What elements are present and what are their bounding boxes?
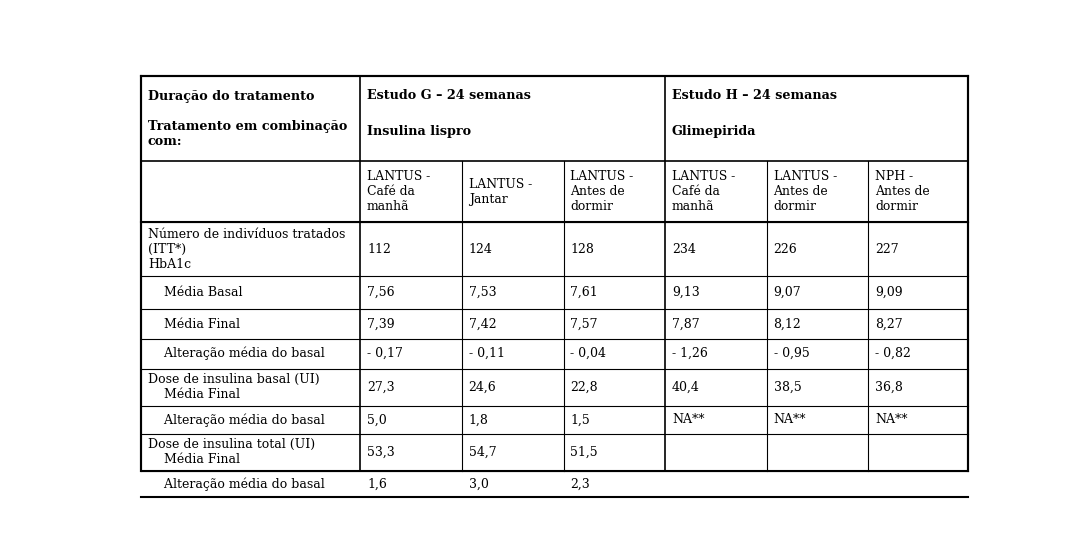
Text: LANTUS -
Jantar: LANTUS - Jantar	[468, 178, 532, 206]
Text: - 0,11: - 0,11	[468, 347, 505, 360]
Text: Insulina lispro: Insulina lispro	[367, 125, 471, 138]
Text: 7,57: 7,57	[570, 318, 598, 331]
Text: NA**: NA**	[876, 413, 908, 426]
Text: 9,09: 9,09	[876, 286, 903, 299]
Text: - 0,04: - 0,04	[570, 347, 606, 360]
Text: Dose de insulina basal (UI)
    Média Final: Dose de insulina basal (UI) Média Final	[148, 373, 320, 401]
Text: 1,5: 1,5	[570, 413, 590, 426]
Text: - 0,17: - 0,17	[367, 347, 403, 360]
Text: 2,3: 2,3	[570, 477, 590, 490]
Text: 24,6: 24,6	[468, 381, 496, 394]
Text: 7,53: 7,53	[468, 286, 496, 299]
Text: Estudo G – 24 semanas: Estudo G – 24 semanas	[367, 89, 531, 101]
Text: 9,07: 9,07	[773, 286, 801, 299]
Text: 38,5: 38,5	[773, 381, 801, 394]
Text: 234: 234	[672, 242, 696, 256]
Text: 54,7: 54,7	[468, 446, 496, 459]
Text: Alteração média do basal: Alteração média do basal	[148, 413, 325, 427]
Text: Glimepirida: Glimepirida	[672, 125, 756, 138]
Text: 36,8: 36,8	[876, 381, 903, 394]
Text: Número de indivíduos tratados
(ITT*)
HbA1c: Número de indivíduos tratados (ITT*) HbA…	[148, 227, 346, 271]
Text: 53,3: 53,3	[367, 446, 394, 459]
Text: 7,56: 7,56	[367, 286, 394, 299]
Text: 7,39: 7,39	[367, 318, 394, 331]
Text: 124: 124	[468, 242, 492, 256]
Text: 7,42: 7,42	[468, 318, 496, 331]
Text: 226: 226	[773, 242, 797, 256]
Text: LANTUS -
Antes de
dormir: LANTUS - Antes de dormir	[570, 170, 633, 214]
Text: 8,12: 8,12	[773, 318, 801, 331]
Text: Alteração média do basal: Alteração média do basal	[148, 477, 325, 491]
Text: Duração do tratamento

Tratamento em combinação
com:: Duração do tratamento Tratamento em comb…	[148, 90, 348, 148]
Text: Dose de insulina total (UI)
    Média Final: Dose de insulina total (UI) Média Final	[148, 438, 316, 466]
Text: 8,27: 8,27	[876, 318, 903, 331]
Text: 1,8: 1,8	[468, 413, 489, 426]
Text: Alteração média do basal: Alteração média do basal	[148, 347, 325, 360]
Text: 51,5: 51,5	[570, 446, 598, 459]
Text: - 1,26: - 1,26	[672, 347, 708, 360]
Text: 5,0: 5,0	[367, 413, 387, 426]
Text: LANTUS -
Café da
manhã: LANTUS - Café da manhã	[672, 170, 736, 214]
Text: NA**: NA**	[672, 413, 704, 426]
Text: - 0,82: - 0,82	[876, 347, 911, 360]
Text: - 0,95: - 0,95	[773, 347, 809, 360]
Text: 3,0: 3,0	[468, 477, 489, 490]
Text: NPH -
Antes de
dormir: NPH - Antes de dormir	[876, 170, 929, 214]
Text: Média Basal: Média Basal	[148, 286, 242, 299]
Text: 27,3: 27,3	[367, 381, 394, 394]
Text: 22,8: 22,8	[570, 381, 598, 394]
Text: 9,13: 9,13	[672, 286, 700, 299]
Text: LANTUS -
Café da
manhã: LANTUS - Café da manhã	[367, 170, 430, 214]
Text: 128: 128	[570, 242, 595, 256]
Text: LANTUS -
Antes de
dormir: LANTUS - Antes de dormir	[773, 170, 837, 214]
Text: NA**: NA**	[773, 413, 806, 426]
Text: Média Final: Média Final	[148, 318, 240, 331]
Text: 1,6: 1,6	[367, 477, 387, 490]
Text: 7,61: 7,61	[570, 286, 598, 299]
Text: 112: 112	[367, 242, 391, 256]
Text: 227: 227	[876, 242, 899, 256]
Text: 40,4: 40,4	[672, 381, 700, 394]
Text: Estudo H – 24 semanas: Estudo H – 24 semanas	[672, 89, 837, 101]
Text: 7,87: 7,87	[672, 318, 699, 331]
